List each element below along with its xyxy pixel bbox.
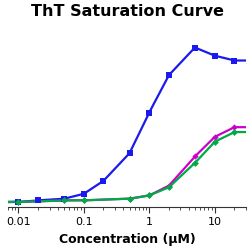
Title: ThT Saturation Curve: ThT Saturation Curve xyxy=(30,4,224,19)
X-axis label: Concentration (μM): Concentration (μM) xyxy=(59,233,196,246)
